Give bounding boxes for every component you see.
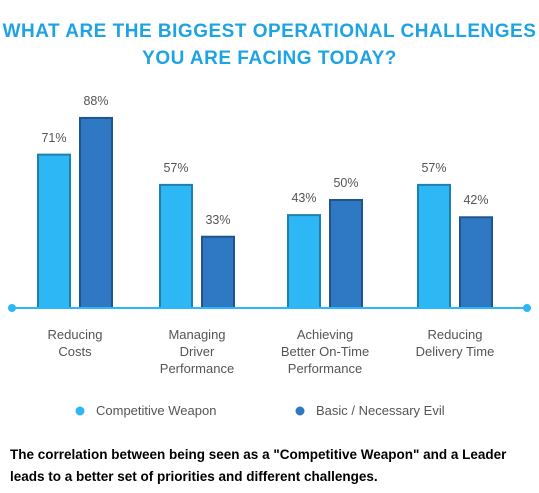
bar [417, 183, 451, 310]
bar [287, 214, 321, 309]
x-tick-label: Managing Driver Performance [159, 327, 235, 376]
bar [329, 199, 363, 309]
value-label: 50% [333, 176, 359, 190]
value-label: 57% [163, 160, 189, 175]
value-label: 71% [41, 130, 67, 145]
bar [159, 183, 193, 310]
bar [459, 216, 493, 309]
legend-label: Basic / Necessary Evil [316, 403, 445, 418]
bar [201, 235, 235, 309]
legend-marker [75, 406, 85, 416]
legend-label: Competitive Weapon [96, 403, 217, 418]
legend-marker [295, 406, 305, 416]
x-tick-label: Reducing Delivery Time [415, 327, 495, 359]
value-label: 42% [463, 193, 489, 208]
caption: The correlation between being seen as a … [10, 447, 507, 484]
bar [79, 116, 113, 309]
x-tick-label: Reducing Costs [47, 327, 103, 359]
x-tick-label: Achieving Better On-Time Performance [280, 327, 370, 376]
value-label: 57% [421, 160, 447, 175]
baseline-end [523, 304, 531, 312]
baseline-end [8, 304, 16, 312]
value-label: 88% [83, 93, 109, 108]
chart-title: WHAT ARE THE BIGGEST OPERATIONAL CHALLEN… [2, 21, 537, 69]
bar [37, 153, 71, 309]
value-label: 43% [291, 191, 317, 206]
value-label: 33% [205, 212, 231, 227]
